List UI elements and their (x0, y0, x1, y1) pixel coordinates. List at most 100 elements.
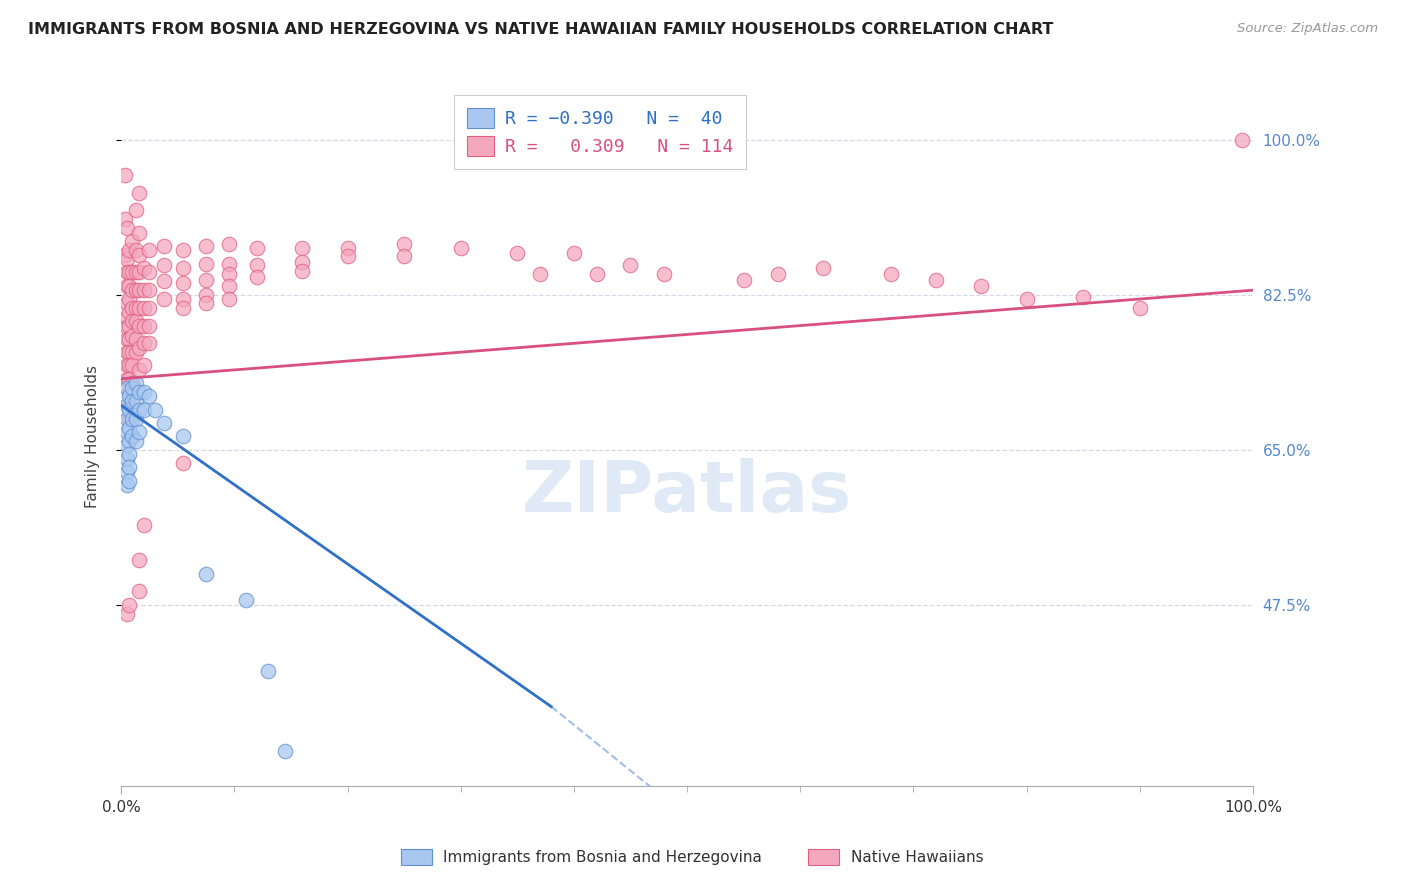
Point (121, 329, 143, 343)
Point (153, 239, 176, 253)
Point (132, 318, 155, 333)
Point (125, 376, 148, 391)
Point (125, 265, 148, 279)
Point (121, 429, 143, 443)
Point (880, 267, 903, 281)
Point (128, 318, 150, 333)
Point (125, 301, 148, 315)
Point (118, 598, 141, 612)
Text: ZIPatlas: ZIPatlas (522, 458, 852, 527)
Point (143, 402, 166, 417)
Point (125, 203, 148, 218)
Point (121, 429, 143, 443)
Point (392, 237, 415, 252)
Point (235, 593, 257, 607)
Point (115, 411, 138, 425)
Point (195, 287, 218, 301)
Point (172, 429, 194, 443)
Point (115, 372, 138, 386)
Point (115, 607, 138, 621)
Point (132, 283, 155, 297)
Point (115, 310, 138, 324)
Point (195, 296, 218, 310)
Point (118, 359, 141, 373)
Point (121, 411, 143, 425)
Point (654, 267, 676, 281)
Point (172, 456, 194, 470)
Point (121, 301, 143, 315)
Point (125, 434, 148, 448)
Point (115, 296, 138, 310)
Point (118, 460, 141, 475)
Point (291, 255, 314, 269)
Point (970, 278, 993, 293)
Point (132, 518, 155, 533)
Point (118, 474, 141, 488)
Point (115, 221, 138, 235)
Point (218, 292, 240, 306)
Point (128, 226, 150, 240)
Point (132, 385, 155, 400)
Point (138, 244, 160, 258)
Point (121, 393, 143, 408)
Point (128, 402, 150, 417)
Point (118, 372, 141, 386)
Point (115, 425, 138, 439)
Point (115, 465, 138, 479)
Point (246, 241, 269, 255)
Point (195, 256, 218, 270)
Point (115, 320, 138, 334)
Point (1129, 301, 1152, 315)
Point (121, 393, 143, 408)
Point (118, 411, 141, 425)
Point (128, 425, 150, 439)
Point (118, 398, 141, 412)
Point (619, 258, 641, 272)
Point (128, 363, 150, 377)
Point (121, 314, 143, 328)
Point (128, 341, 150, 355)
Point (115, 332, 138, 346)
Point (121, 265, 143, 279)
Point (125, 244, 148, 258)
Point (195, 272, 218, 286)
Legend: R = −0.390   N =  40, R =   0.309   N = 114: R = −0.390 N = 40, R = 0.309 N = 114 (454, 95, 747, 169)
Point (118, 420, 141, 434)
Point (291, 263, 314, 277)
Point (336, 241, 359, 255)
Point (121, 407, 143, 421)
Point (138, 318, 160, 333)
Point (218, 237, 240, 252)
Text: Native Hawaiians: Native Hawaiians (851, 850, 983, 864)
Point (153, 274, 176, 288)
Point (118, 389, 141, 403)
Point (529, 267, 551, 281)
Text: Immigrants from Bosnia and Herzegovina: Immigrants from Bosnia and Herzegovina (443, 850, 762, 864)
Point (128, 385, 150, 400)
Point (118, 265, 141, 279)
Point (450, 241, 472, 255)
Point (128, 584, 150, 599)
Point (153, 292, 176, 306)
Point (125, 393, 148, 408)
Point (132, 336, 155, 351)
Point (115, 398, 138, 412)
Point (128, 265, 150, 279)
Point (138, 301, 160, 315)
Point (128, 186, 150, 200)
Point (125, 345, 148, 359)
Point (115, 381, 138, 395)
Point (506, 246, 529, 260)
Point (336, 250, 359, 264)
Point (172, 292, 194, 306)
Point (172, 244, 194, 258)
Point (562, 246, 585, 260)
Point (195, 566, 218, 581)
Point (585, 267, 607, 281)
Point (118, 305, 141, 319)
Point (195, 239, 218, 253)
Point (138, 389, 160, 403)
Point (1015, 292, 1038, 306)
Point (138, 283, 160, 297)
Point (132, 301, 155, 315)
